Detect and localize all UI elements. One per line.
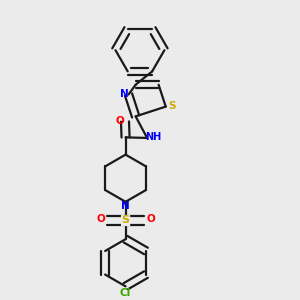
Text: Cl: Cl: [120, 288, 131, 298]
Text: N: N: [121, 201, 130, 211]
Text: O: O: [116, 116, 124, 126]
Text: S: S: [122, 215, 130, 226]
Text: O: O: [96, 214, 105, 224]
Text: NH: NH: [146, 132, 162, 142]
Text: O: O: [146, 214, 155, 224]
Text: N: N: [119, 89, 128, 99]
Text: S: S: [168, 101, 176, 111]
